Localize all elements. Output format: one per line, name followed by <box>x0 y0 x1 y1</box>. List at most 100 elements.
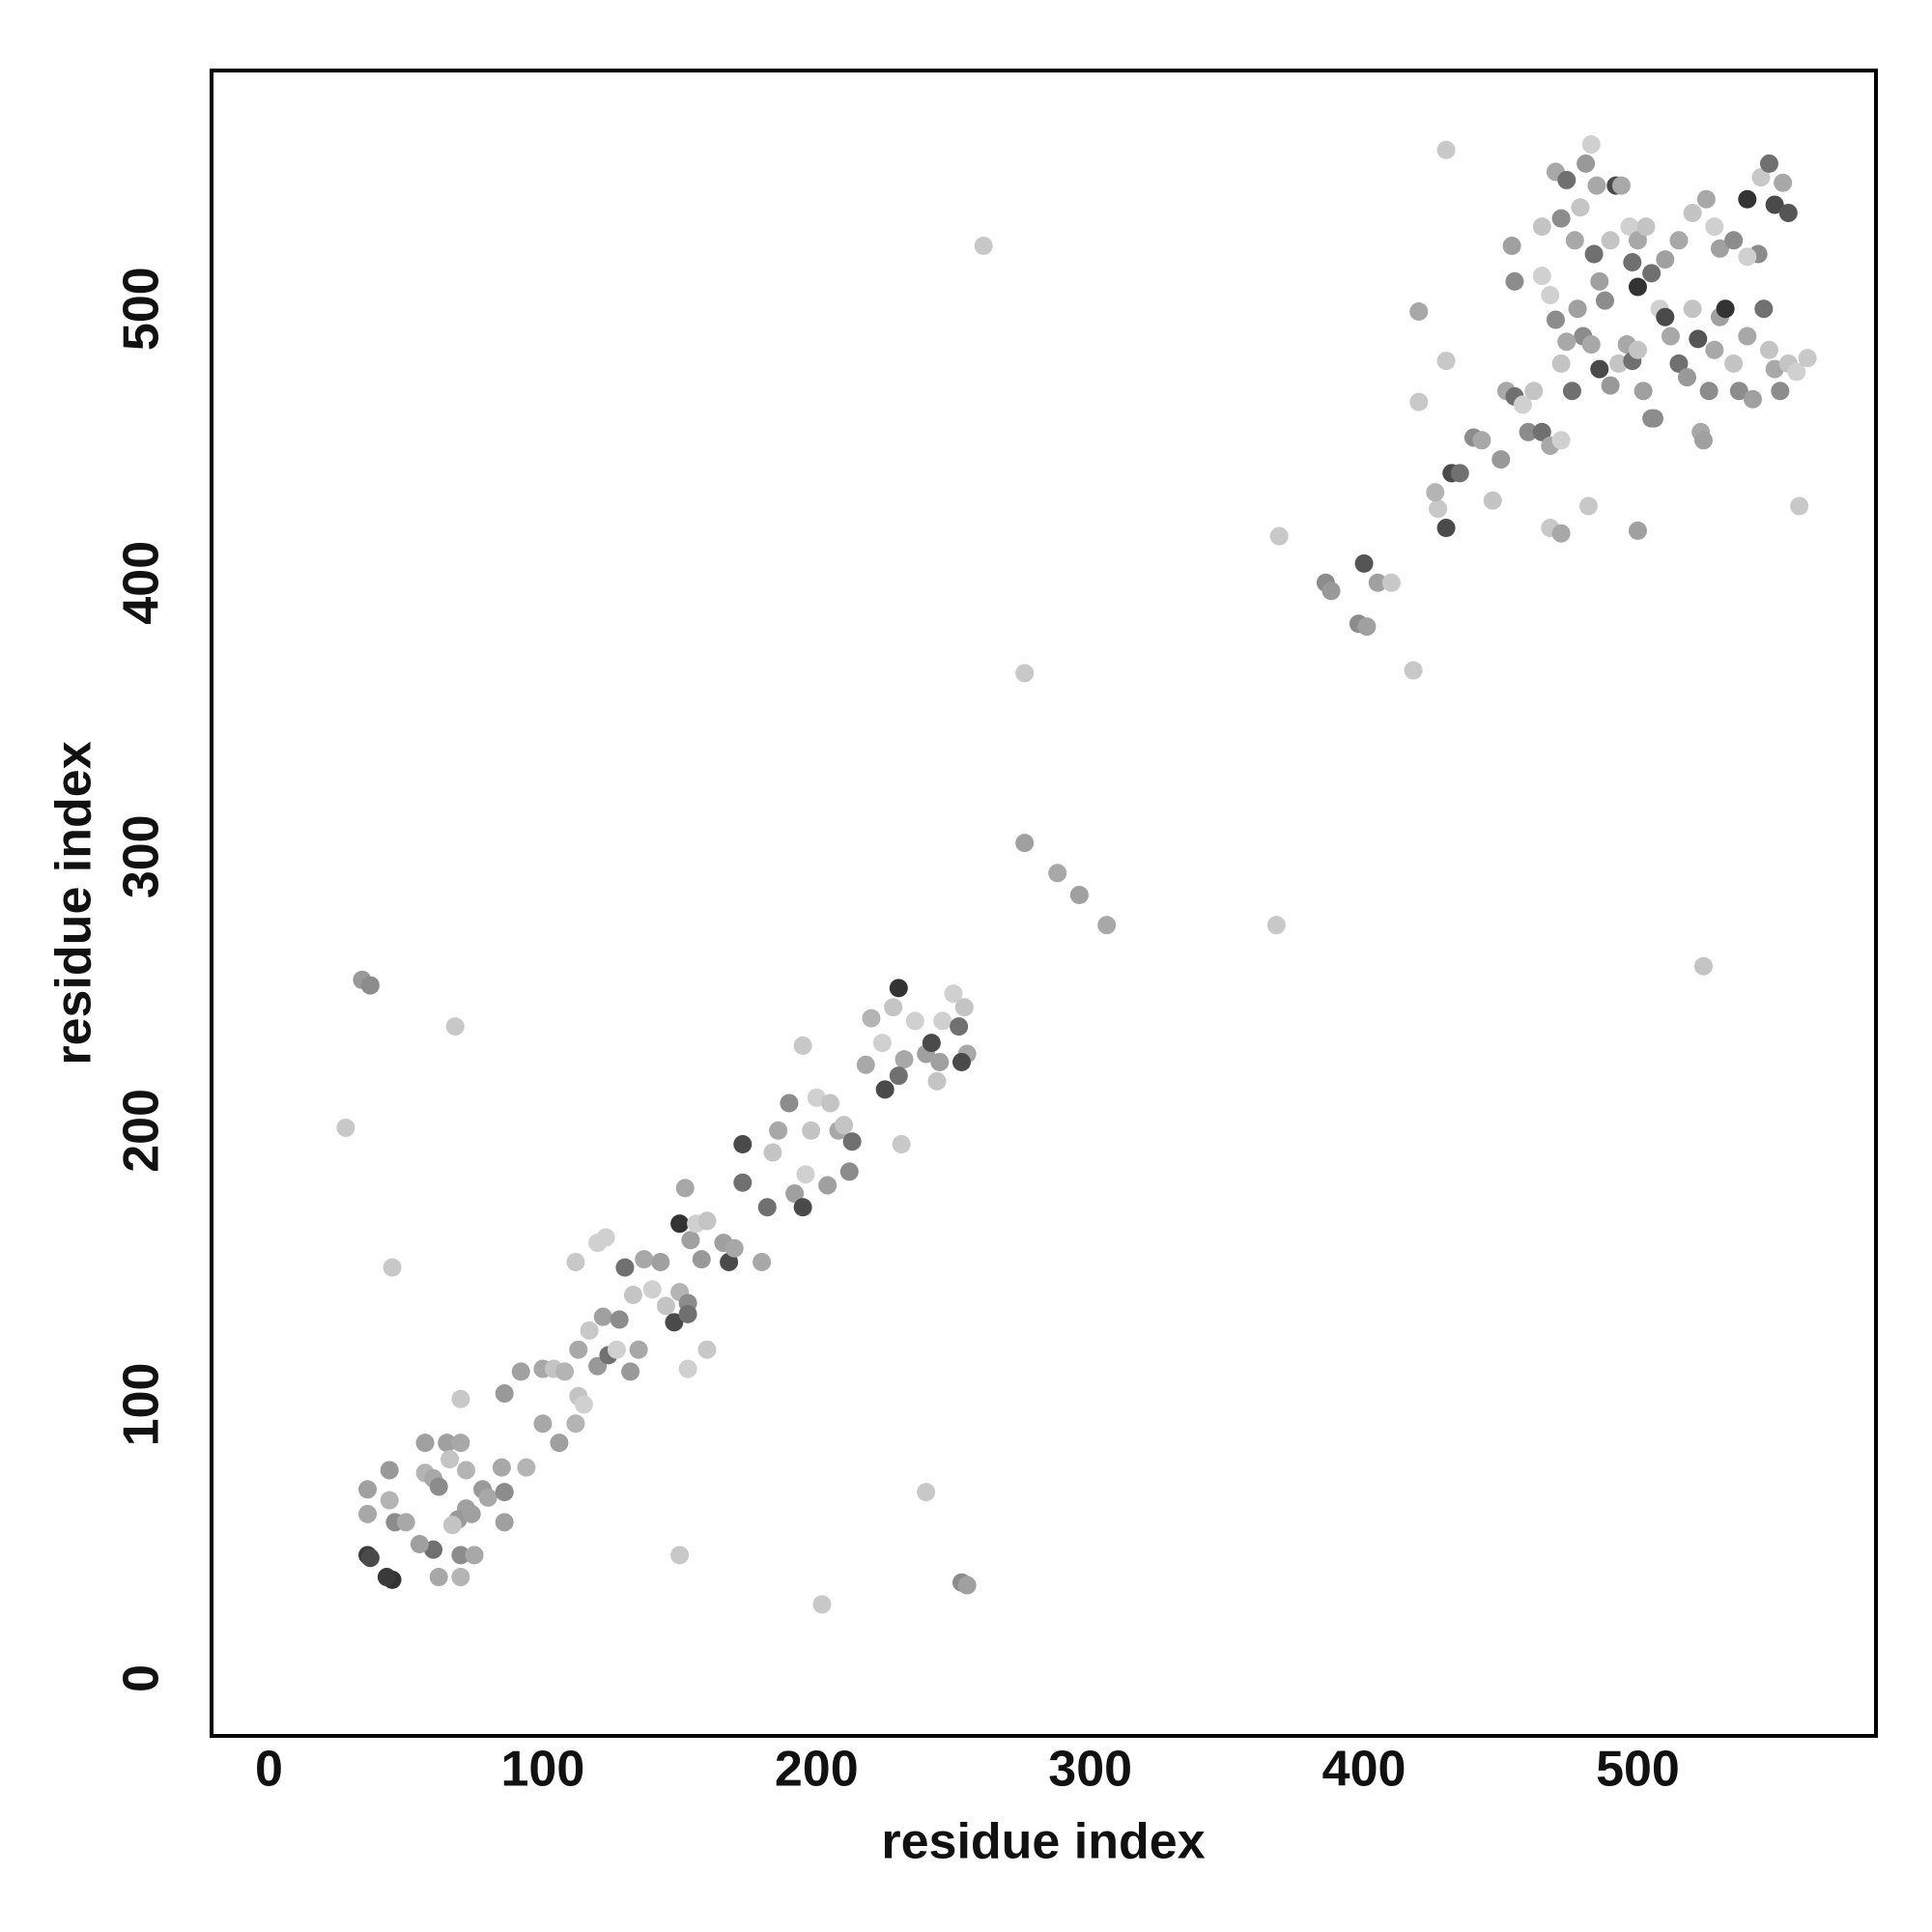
point <box>692 1250 711 1269</box>
point <box>615 1258 635 1277</box>
point <box>1590 359 1609 379</box>
point <box>1611 176 1631 195</box>
point <box>856 1055 875 1074</box>
point <box>1677 368 1696 387</box>
point <box>927 1071 947 1091</box>
point <box>889 1066 908 1086</box>
point <box>1601 376 1620 395</box>
point <box>1661 327 1680 346</box>
point <box>1628 277 1647 297</box>
point <box>954 998 974 1017</box>
point <box>812 1595 832 1614</box>
point <box>451 1389 470 1408</box>
point <box>1683 203 1702 222</box>
point <box>1551 209 1571 228</box>
point <box>724 1238 744 1258</box>
point <box>574 1395 593 1414</box>
point <box>1483 491 1502 510</box>
point <box>438 1434 457 1453</box>
point <box>733 1135 753 1154</box>
point <box>1683 299 1702 319</box>
point <box>697 1211 717 1231</box>
point <box>1571 198 1590 217</box>
point <box>1368 573 1387 592</box>
point <box>569 1340 588 1359</box>
point <box>1656 250 1675 270</box>
point <box>895 1050 914 1069</box>
point <box>875 1080 895 1099</box>
point <box>445 1017 465 1037</box>
point <box>1015 664 1035 683</box>
point <box>1790 497 1809 516</box>
point <box>1609 354 1629 373</box>
point <box>1765 195 1784 214</box>
point <box>1551 524 1571 543</box>
point <box>796 1165 815 1184</box>
point <box>889 979 908 998</box>
point <box>917 1483 936 1502</box>
point <box>442 1516 462 1535</box>
point <box>678 1304 697 1323</box>
point <box>1587 176 1606 195</box>
point <box>1778 203 1798 222</box>
point <box>1532 267 1551 286</box>
point <box>802 1121 821 1140</box>
point <box>1492 450 1511 469</box>
point <box>1669 231 1689 250</box>
point <box>1628 521 1647 540</box>
point <box>415 1434 435 1453</box>
point <box>451 1568 470 1587</box>
point <box>1524 382 1544 401</box>
point <box>566 1414 585 1434</box>
point <box>884 998 903 1017</box>
point <box>1048 864 1067 883</box>
y-tick-label: 200 <box>114 1089 170 1173</box>
point <box>839 1162 859 1181</box>
point <box>835 1116 854 1135</box>
point <box>1693 956 1713 976</box>
point <box>429 1568 448 1587</box>
point <box>1409 302 1429 322</box>
point <box>1381 573 1401 592</box>
point <box>511 1362 530 1381</box>
point <box>1578 497 1598 516</box>
point <box>360 976 380 995</box>
point <box>793 1036 812 1055</box>
point <box>1620 217 1639 237</box>
point <box>533 1414 553 1434</box>
point <box>1787 362 1806 382</box>
point <box>930 1052 950 1071</box>
point <box>1628 340 1647 359</box>
point <box>651 1252 670 1271</box>
point <box>623 1285 642 1304</box>
point <box>665 1313 684 1332</box>
point <box>360 1548 380 1568</box>
point <box>440 1450 460 1469</box>
point <box>607 1340 626 1359</box>
x-tick-label: 100 <box>501 1742 585 1798</box>
point <box>757 1198 777 1217</box>
point <box>1759 154 1778 173</box>
point <box>1429 499 1448 519</box>
point <box>1628 231 1647 250</box>
point <box>336 1119 355 1138</box>
x-tick-label: 200 <box>775 1742 859 1798</box>
point <box>1724 354 1744 373</box>
point <box>465 1546 484 1565</box>
point <box>862 1009 881 1028</box>
point <box>1472 431 1492 450</box>
y-axis-title: residue index <box>46 741 102 1065</box>
point <box>1015 834 1035 853</box>
point <box>610 1310 629 1329</box>
point <box>451 1546 470 1565</box>
point <box>763 1143 782 1162</box>
point <box>1689 329 1708 349</box>
point <box>1357 617 1377 637</box>
point <box>396 1513 415 1532</box>
point <box>1771 382 1790 401</box>
point <box>872 1034 892 1053</box>
x-axis-title: residue index <box>881 1814 1205 1870</box>
point <box>1738 247 1757 267</box>
point <box>1321 582 1341 601</box>
